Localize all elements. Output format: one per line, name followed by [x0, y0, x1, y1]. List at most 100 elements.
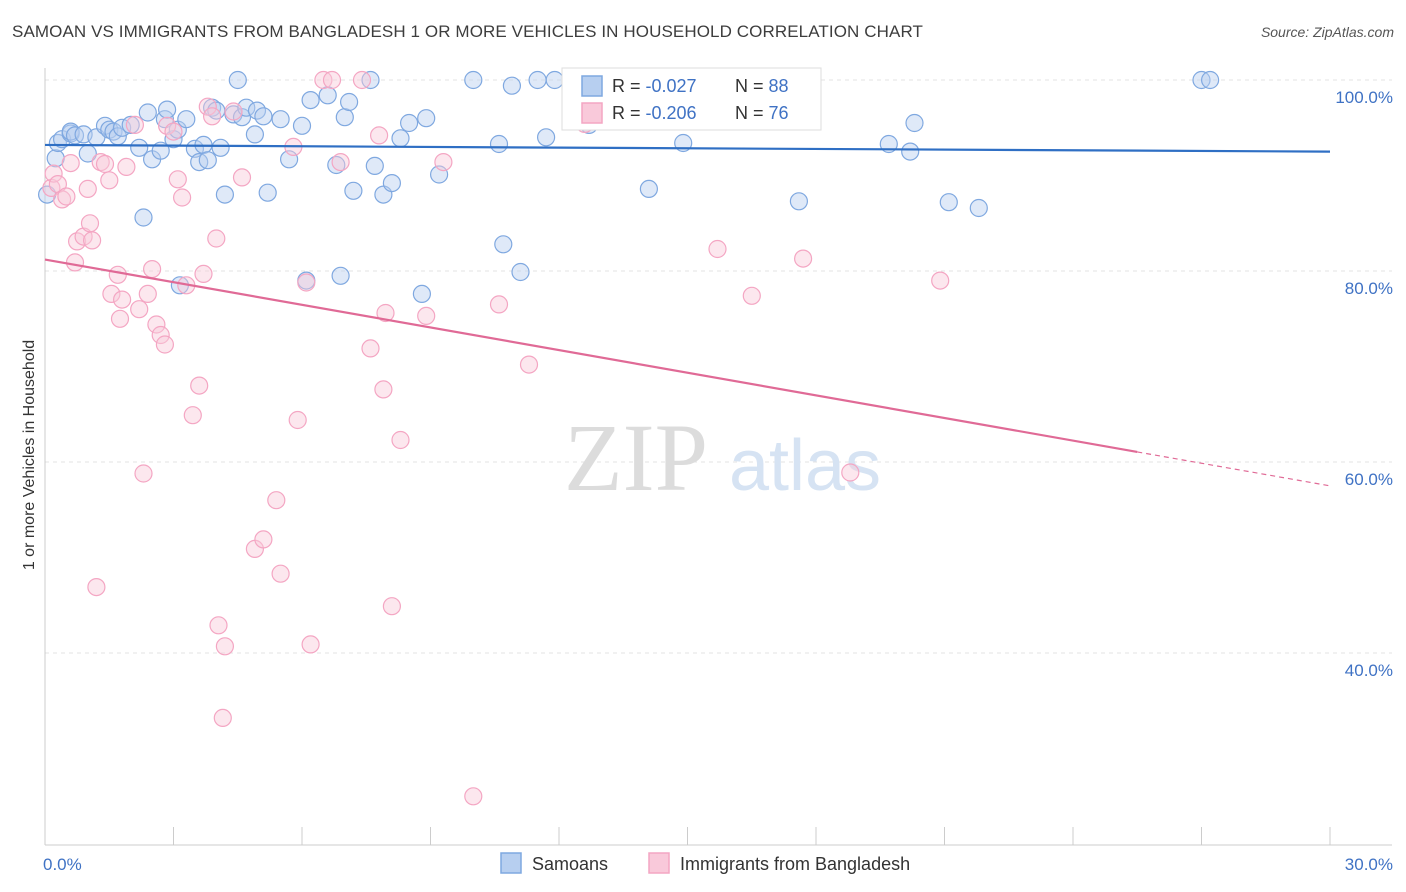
- bangladesh-point-51: [297, 273, 316, 292]
- bangladesh-point-11: [82, 231, 102, 250]
- bangladesh-point-32: [173, 188, 192, 207]
- samoans-point-47: [301, 90, 320, 110]
- bangladesh-point-39: [207, 229, 226, 248]
- bangladesh-point-21: [125, 115, 144, 135]
- bangladesh-point-56: [352, 70, 372, 90]
- y-axis-label: 1 or more Vehicles in Household: [21, 340, 38, 570]
- samoans-point-52: [340, 92, 359, 112]
- bangladesh-point-26: [147, 315, 166, 334]
- samoans-point-55: [365, 156, 384, 175]
- y-tick-label-2: 60.0%: [1345, 470, 1393, 489]
- samoans-point-59: [400, 113, 419, 133]
- bangladesh-point-42: [215, 637, 234, 656]
- legend-n-label-1: N =: [735, 76, 769, 96]
- bangladesh-point-19: [112, 290, 132, 309]
- svg-text:R = -0.027: R = -0.027: [612, 76, 697, 96]
- bangladesh-point-12: [87, 577, 106, 597]
- samoans-point-84: [939, 193, 958, 212]
- legend-box: [561, 67, 822, 131]
- samoans-point-45: [292, 116, 312, 135]
- bangladesh-point-6: [65, 253, 85, 272]
- samoans-point-16: [130, 138, 149, 157]
- samoans-point-36: [228, 70, 247, 90]
- bangladesh-point-37: [198, 97, 217, 116]
- y-tick-labels: 100.0% 80.0% 60.0% 40.0%: [1335, 88, 1393, 680]
- bangladesh-point-14: [95, 154, 115, 174]
- samoans-point-48: [318, 86, 337, 105]
- legend-n-value-1: 88: [769, 76, 789, 96]
- bangladesh-point-44: [232, 168, 252, 187]
- samoans-point-30: [198, 151, 217, 170]
- samoans-point-67: [511, 262, 530, 282]
- series-legend-swatch-bangladesh: [648, 852, 670, 874]
- bangladesh-point-54: [322, 70, 342, 90]
- samoans-point-66: [502, 76, 521, 95]
- bangladesh-point-34: [183, 406, 202, 425]
- bangladesh-trend-line: [44, 258, 1138, 454]
- trend-lines: [44, 143, 1331, 487]
- samoans-point-33: [211, 138, 230, 157]
- bangladesh-point-28: [155, 335, 174, 354]
- bangladesh-point-25: [143, 260, 162, 279]
- samoans-point-39: [245, 125, 264, 144]
- samoans-point-17: [134, 208, 153, 227]
- svg-text:N = 76: N = 76: [735, 103, 789, 123]
- svg-text:R = -0.206: R = -0.206: [612, 103, 697, 123]
- bangladesh-point-5: [61, 154, 80, 173]
- series-legend-swatch-samoans: [500, 852, 522, 874]
- bangladesh-point-64: [434, 153, 453, 172]
- svg-text:N = 88: N = 88: [735, 76, 789, 96]
- bangladesh-point-59: [374, 380, 393, 399]
- legend-n-label-2: N =: [735, 103, 769, 123]
- axes: [44, 68, 1392, 846]
- bangladesh-point-27: [151, 325, 170, 345]
- legend-r-label-2: R =: [612, 103, 646, 123]
- samoans-point-68: [528, 70, 547, 90]
- bangladesh-point-24: [138, 284, 157, 303]
- bangladesh-point-4: [57, 187, 76, 206]
- samoans-point-64: [489, 134, 509, 154]
- gridlines: [45, 79, 1392, 654]
- samoans-point-26: [177, 110, 196, 129]
- samoans-point-69: [536, 128, 556, 147]
- samoans-point-42: [258, 183, 277, 202]
- bangladesh-point-46: [254, 530, 273, 549]
- bangladesh-point-71: [793, 249, 813, 268]
- chart-title: SAMOAN VS IMMIGRANTS FROM BANGLADESH 1 O…: [12, 22, 923, 41]
- legend-swatch-bangladesh: [581, 102, 603, 124]
- samoans-point-41: [254, 107, 273, 126]
- bangladesh-point-47: [267, 491, 286, 510]
- samoans-point-87: [1200, 70, 1220, 90]
- samoans-point-70: [545, 70, 564, 90]
- bangladesh-point-66: [489, 295, 509, 314]
- x-tick-labels: 0.0% 30.0%: [43, 855, 1393, 874]
- samoans-point-80: [789, 192, 809, 211]
- bangladesh-point-73: [931, 271, 950, 290]
- bangladesh-point-63: [417, 306, 436, 325]
- legend-n-value-2: 76: [769, 103, 789, 123]
- bangladesh-point-61: [382, 597, 401, 616]
- bangladesh-point-58: [370, 126, 389, 145]
- bangladesh-point-52: [301, 635, 320, 654]
- samoans-point-60: [412, 284, 431, 303]
- bangladesh-point-62: [391, 430, 410, 450]
- bangladesh-point-16: [102, 284, 121, 303]
- watermark: ZIP atlas: [564, 404, 881, 511]
- samoans-point-65: [494, 235, 513, 254]
- bangladesh-point-1: [44, 164, 63, 183]
- samoans-point-78: [639, 179, 659, 198]
- bangladesh-point-40: [209, 616, 228, 635]
- bangladesh-point-22: [130, 300, 149, 319]
- bangladesh-point-70: [742, 286, 761, 305]
- samoans-point-53: [344, 181, 363, 200]
- samoans-point-18: [138, 103, 157, 122]
- samoans-point-63: [464, 70, 483, 90]
- legend-swatch-samoans: [581, 75, 603, 97]
- bangladesh-point-10: [80, 214, 100, 233]
- samoans-point-1: [46, 149, 65, 168]
- bangladesh-point-9: [78, 179, 97, 198]
- samoans-point-22: [158, 100, 177, 119]
- bangladesh-point-69: [708, 239, 727, 259]
- series-legend-label-samoans: Samoans: [532, 854, 608, 874]
